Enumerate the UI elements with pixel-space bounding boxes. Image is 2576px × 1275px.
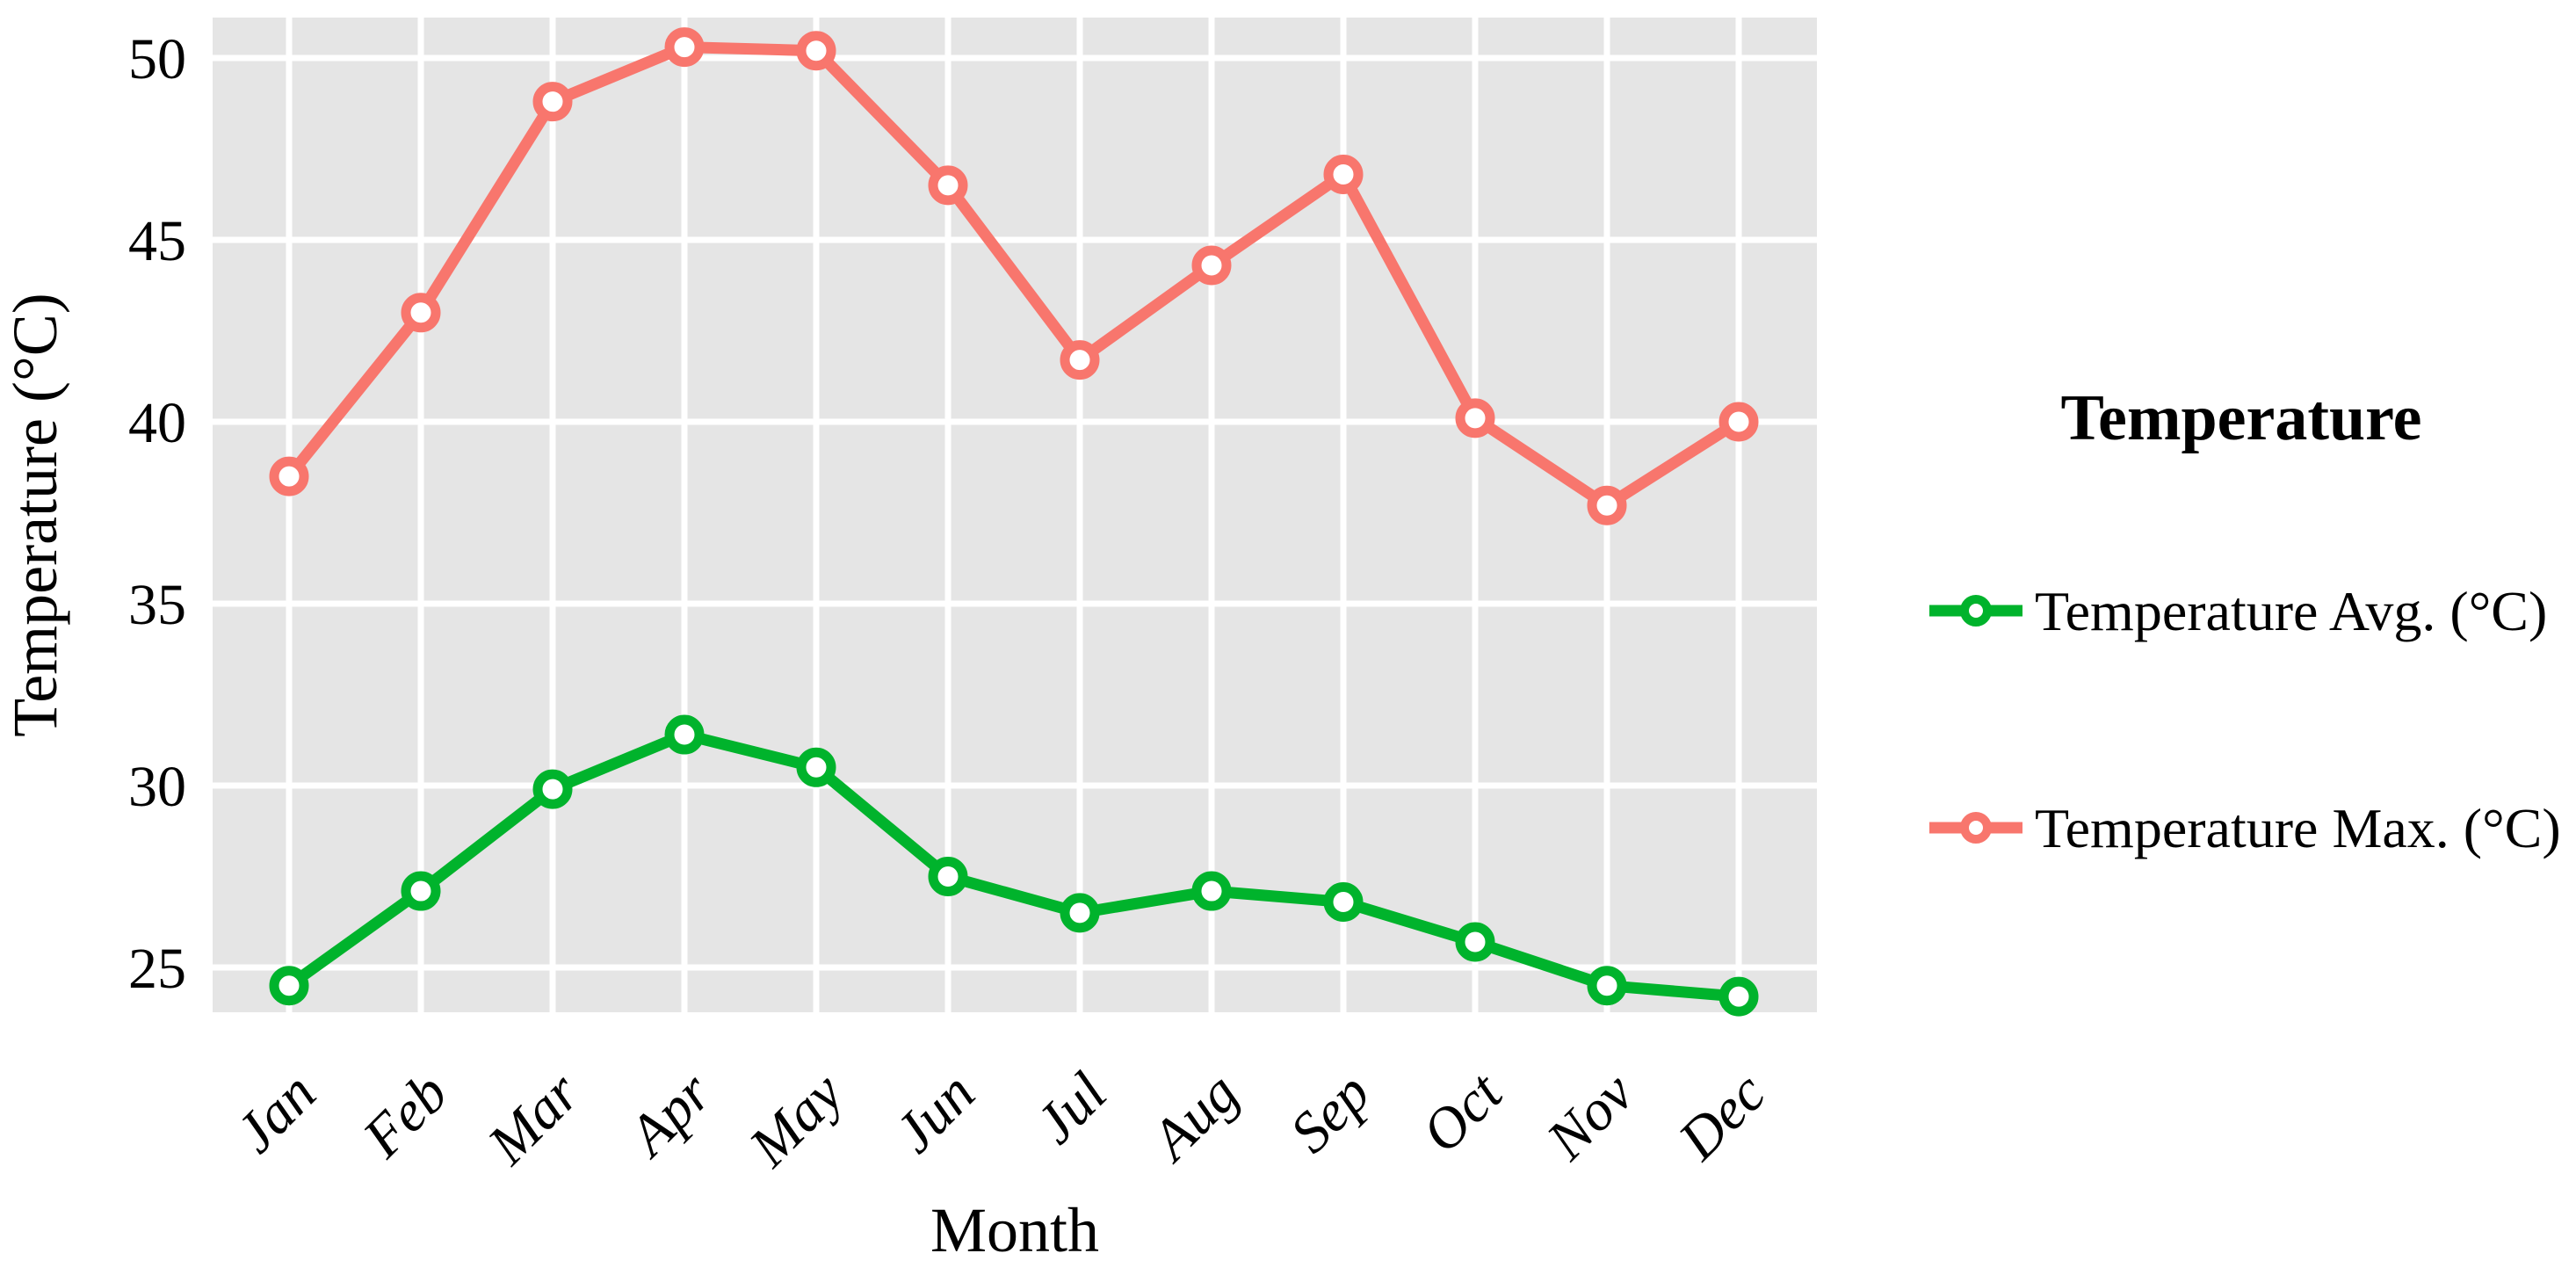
data-point-max-jul [1060,340,1100,380]
data-point-max-jan [269,456,309,496]
series-line-max [283,41,1745,511]
y-axis-title: Temperature (°C) [0,293,70,737]
data-point-avg-may [796,747,836,787]
data-point-max-sep [1323,154,1364,194]
data-point-max-feb [401,293,441,333]
data-point-max-nov [1587,485,1627,525]
x-tick-label-nov: Nov [1534,1060,1646,1172]
y-tick-label-30: 30 [128,755,186,819]
data-point-avg-sep [1323,881,1364,922]
x-tick-label-jun: Jun [883,1061,988,1165]
x-tick-label-aug: Aug [1137,1061,1251,1175]
x-tick-label-dec: Dec [1666,1061,1777,1172]
y-tick-label-35: 35 [128,573,186,637]
x-tick-label-apr: Apr [614,1061,724,1170]
legend-label-max: Temperature Max. (°C) [2035,797,2561,859]
data-point-max-dec [1719,402,1759,442]
legend: Temperature Temperature Avg. (°C)Tempera… [1929,382,2561,859]
data-point-avg-nov [1587,966,1627,1006]
data-point-max-oct [1455,398,1495,438]
data-point-avg-jan [269,966,309,1006]
x-tick-label-may: May [736,1060,856,1179]
data-point-avg-mar [532,769,573,809]
series-line-avg [283,728,1745,1003]
legend-label-avg: Temperature Avg. (°C) [2035,580,2547,642]
data-point-max-aug [1191,245,1232,286]
legend-entry-max: Temperature Max. (°C) [1929,797,2561,859]
y-tick-label-45: 45 [128,209,186,273]
legend-key-marker-max [1960,812,1992,844]
legend-entry-avg: Temperature Avg. (°C) [1929,580,2547,642]
x-axis-title: Month [930,1195,1099,1265]
data-point-avg-oct [1455,922,1495,962]
data-series [269,27,1759,1017]
x-tick-label-sep: Sep [1278,1061,1383,1165]
data-point-avg-feb [401,871,441,911]
y-tick-label-25: 25 [128,937,186,1001]
data-point-max-may [796,31,836,71]
x-tick-label-mar: Mar [475,1061,592,1177]
x-tick-label-jul: Jul [1024,1061,1119,1156]
legend-entries: Temperature Avg. (°C) Temperature Max. (°… [1929,580,2561,859]
x-tick-label-jan: Jan [224,1061,329,1165]
data-point-avg-jun [928,857,968,896]
y-tick-label-40: 40 [128,391,186,455]
data-point-avg-dec [1719,976,1759,1017]
legend-title: Temperature [2060,382,2421,454]
data-point-avg-apr [664,714,705,755]
x-tick-label-feb: Feb [351,1061,460,1170]
data-point-max-mar [532,82,573,122]
gridlines [213,18,1817,1012]
data-point-max-jun [928,165,968,206]
data-point-max-apr [664,27,705,68]
y-tick-label-50: 50 [128,27,186,91]
data-point-avg-jul [1060,893,1100,933]
legend-key-marker-avg [1960,595,1992,627]
x-tick-label-oct: Oct [1410,1060,1516,1165]
data-point-avg-aug [1191,871,1232,911]
